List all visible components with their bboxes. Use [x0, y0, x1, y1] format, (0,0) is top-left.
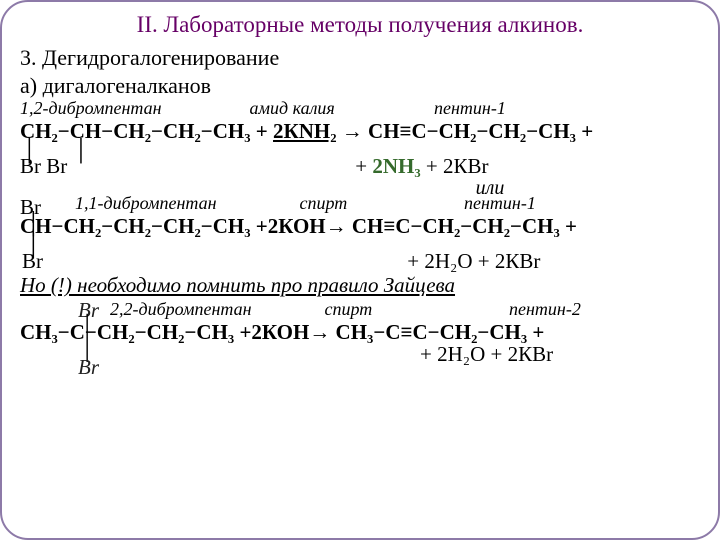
row3-l3: пентин-2 — [509, 300, 581, 320]
row1-reagent: 2КNH₂ — [273, 119, 337, 143]
row2-bottom: Br + 2Н₂О + 2КВr — [20, 251, 700, 272]
row1-equation: СН₂−СН−СН₂−СН₂−СН₃ + 2КNH₂ → СН≡С−СН₂−СН… — [20, 119, 700, 143]
row2-labels: 1,1-дибромпентан спирт пентин-1 — [75, 194, 700, 214]
row2-l2: спирт — [300, 194, 460, 214]
row3-bot-bond: │ — [80, 345, 700, 356]
row1-l3: пентин-1 — [434, 99, 506, 119]
row2-eq-left: СН−СН₂−СН₂−СН₂−СН₃ +2КОН→ СН≡С−СН₂−СН₂−С… — [20, 214, 577, 238]
section-number: 3. Дегидрогалогенирование — [20, 44, 700, 72]
slide-title: II. Лабораторные методы получения алкино… — [20, 12, 700, 38]
row2-l1: 1,1-дибромпентан — [75, 194, 295, 214]
row1-l2: амид калия — [250, 99, 430, 119]
row1-halogens: Br Br — [20, 156, 350, 177]
row3-bot-hal: Br — [78, 356, 700, 378]
row3-labels: 2,2-дибромпентан спирт пентин-2 — [110, 300, 700, 320]
ammonia: 2NH₃ — [372, 154, 420, 178]
row3-eq-left: СН₃−С−СН₂−СН₂−СН₃ +2КОН→ СН₃−С≡С−СН₂−СН₃… — [20, 320, 544, 344]
row3-l2: спирт — [325, 300, 505, 320]
row1-halogens-and-byprod: Br Br + 2NH₃ + 2КВr — [20, 156, 700, 177]
slide-frame: II. Лабораторные методы получения алкино… — [0, 0, 720, 540]
zaytsev-note: Но (!) необходимо помнить про правило За… — [20, 272, 700, 299]
row1-labels: 1,2-дибромпентан амид калия пентин-1 — [20, 99, 700, 119]
row1-l1: 1,2-дибромпентан — [20, 99, 245, 119]
row2-equation: СН−СН₂−СН₂−СН₂−СН₃ +2КОН→ СН≡С−СН₂−СН₂−С… — [20, 214, 700, 238]
row1-eq-right: → СН≡С−СН₂−СН₂−СН₃ + — [342, 119, 593, 143]
row2-bot-hal: Br — [22, 251, 402, 272]
section-sub: а) дигалогеналканов — [20, 72, 700, 100]
row1-byprod: + 2NH₃ + 2КВr — [355, 154, 488, 178]
row3-l1: 2,2-дибромпентан — [110, 300, 320, 320]
row2-l3: пентин-1 — [464, 194, 536, 214]
row2-byprod: + 2Н₂О + 2КВr — [407, 249, 540, 273]
row3-equation: СН₃−С−СН₂−СН₂−СН₃ +2КОН→ СН₃−С≡С−СН₂−СН₃… — [20, 320, 700, 344]
